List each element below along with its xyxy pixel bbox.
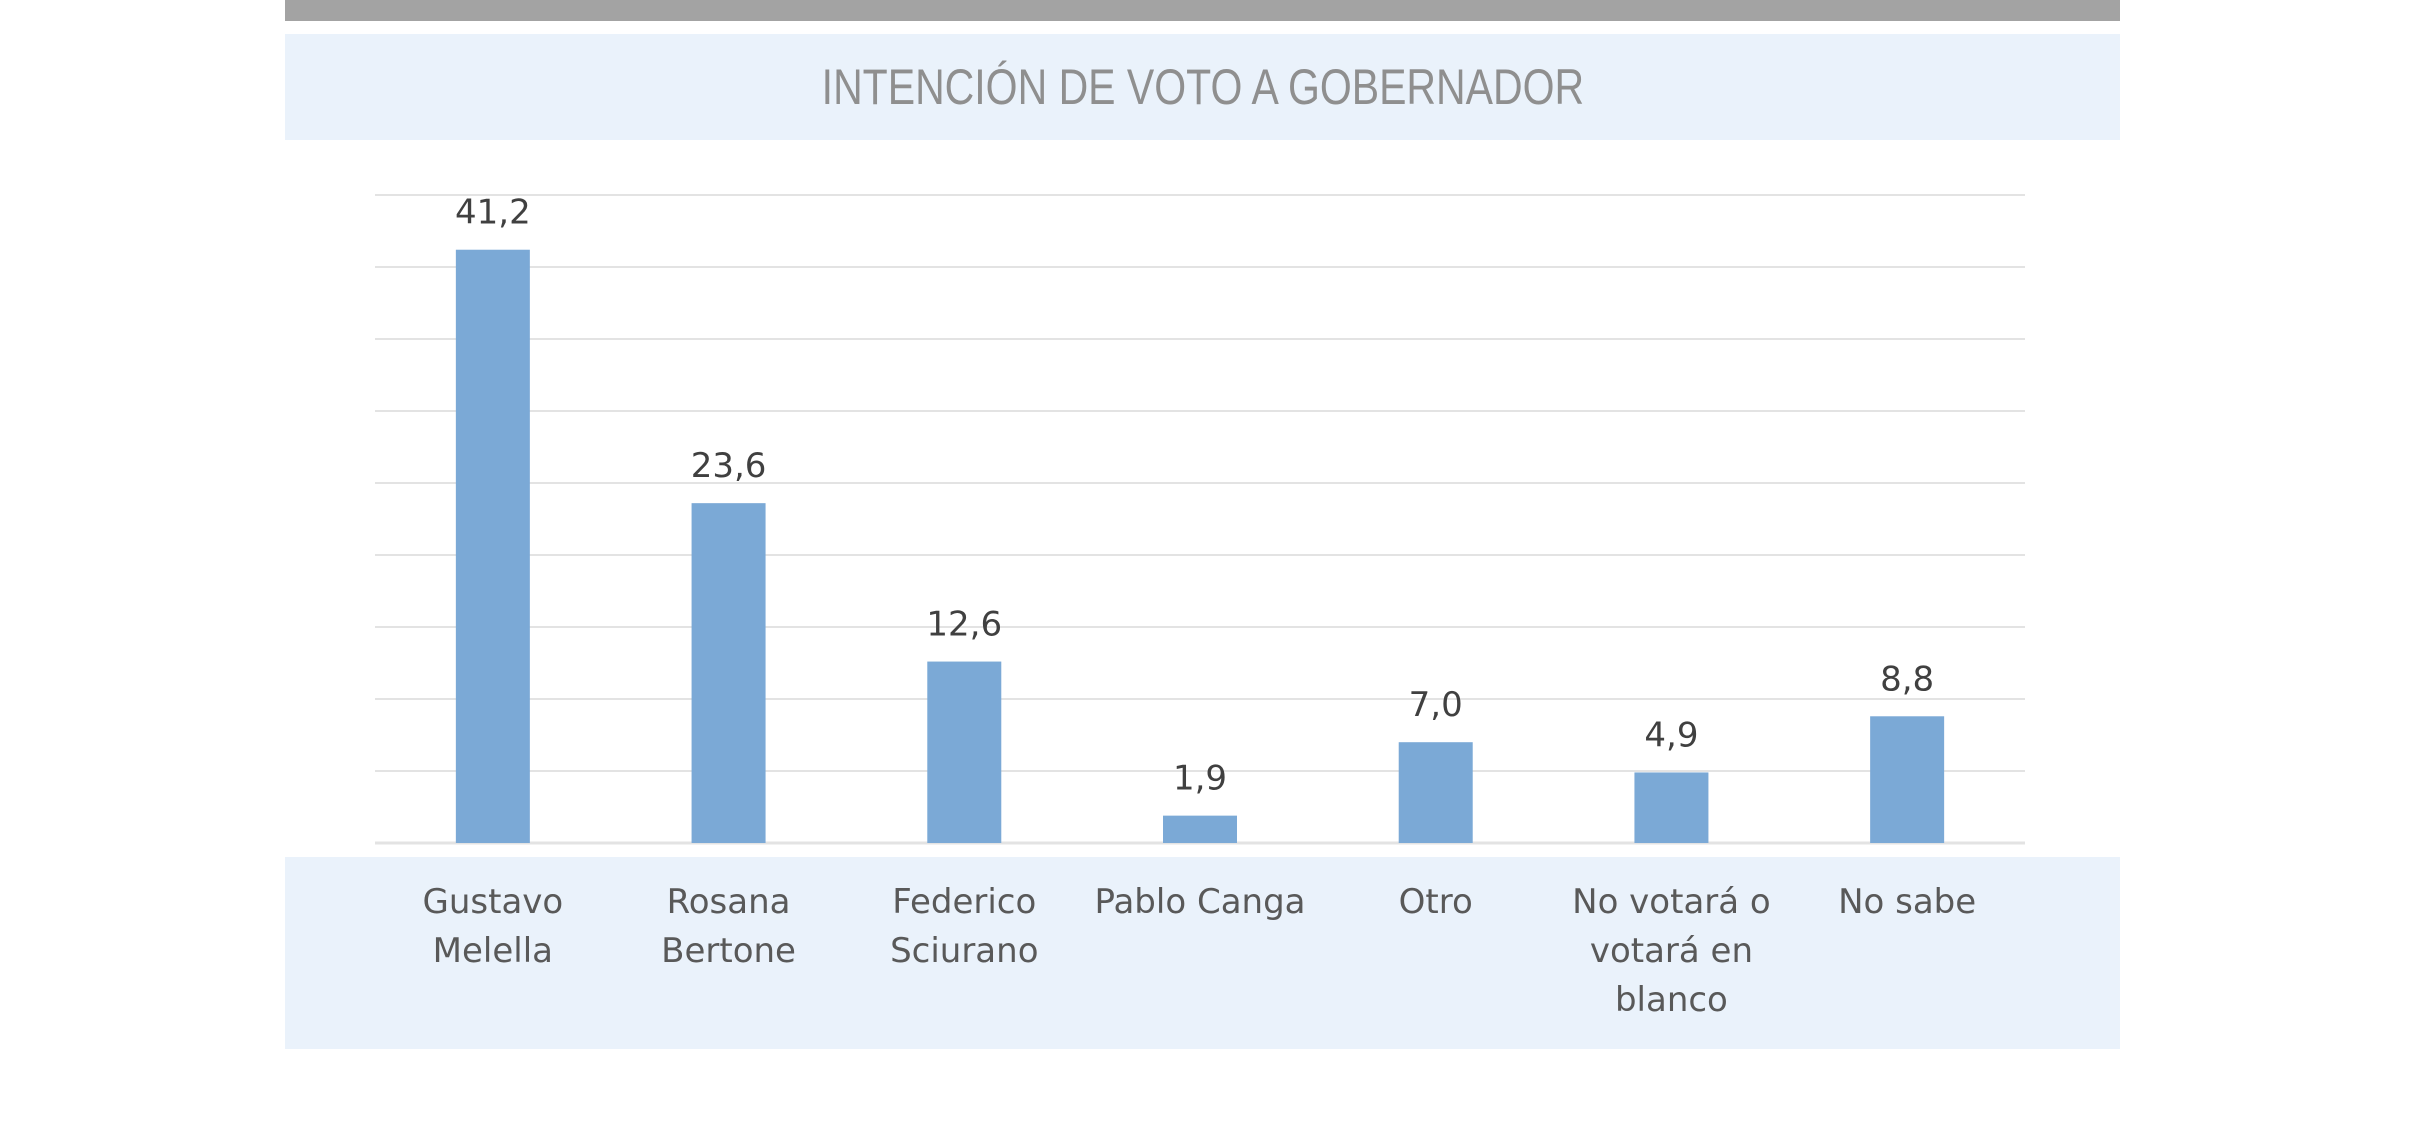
bar <box>1634 772 1709 843</box>
category-label-band <box>285 857 2120 1049</box>
category-label: Federico Sciurano <box>890 882 1038 971</box>
bar <box>691 503 766 843</box>
category-label: No sabe <box>1838 882 1976 922</box>
category-label: Rosana Bertone <box>661 882 796 971</box>
bar <box>1870 716 1945 843</box>
category-label-line: votará en <box>1590 931 1753 971</box>
bar <box>1163 815 1237 843</box>
category-label-line: Pablo Canga <box>1095 882 1306 922</box>
chart-title: INTENCIÓN DE VOTO A GOBERNADOR <box>821 59 1584 115</box>
bar-value-label: 23,6 <box>691 446 767 486</box>
category-label-line: blanco <box>1615 980 1728 1020</box>
chart-title-band: INTENCIÓN DE VOTO A GOBERNADOR <box>285 34 2120 140</box>
bar <box>1398 742 1473 843</box>
category-label-line: No votará o <box>1572 882 1771 922</box>
bar <box>927 661 1002 843</box>
bar-value-label: 41,2 <box>455 193 531 233</box>
category-label-line: Bertone <box>661 931 796 971</box>
bar <box>455 249 530 844</box>
category-label: Pablo Canga <box>1095 882 1306 922</box>
bar-value-label: 7,0 <box>1409 685 1463 725</box>
bar-value-label: 8,8 <box>1880 659 1934 699</box>
category-label-line: Federico <box>892 882 1036 922</box>
top-divider-bar <box>285 0 2120 21</box>
category-label-line: Otro <box>1399 882 1473 922</box>
category-label-line: Sciurano <box>890 931 1038 971</box>
bar-value-label: 1,9 <box>1173 759 1227 799</box>
category-label-line: Melella <box>433 931 553 971</box>
category-label: Otro <box>1399 882 1473 922</box>
category-label-line: Rosana <box>667 882 791 922</box>
category-label: No votará o votará en blanco <box>1572 882 1771 1020</box>
bar-value-label: 4,9 <box>1644 715 1698 755</box>
category-label-line: No sabe <box>1838 882 1976 922</box>
category-label: Gustavo Melella <box>423 882 564 971</box>
bar-value-label: 12,6 <box>926 605 1002 645</box>
category-label-line: Gustavo <box>423 882 564 922</box>
